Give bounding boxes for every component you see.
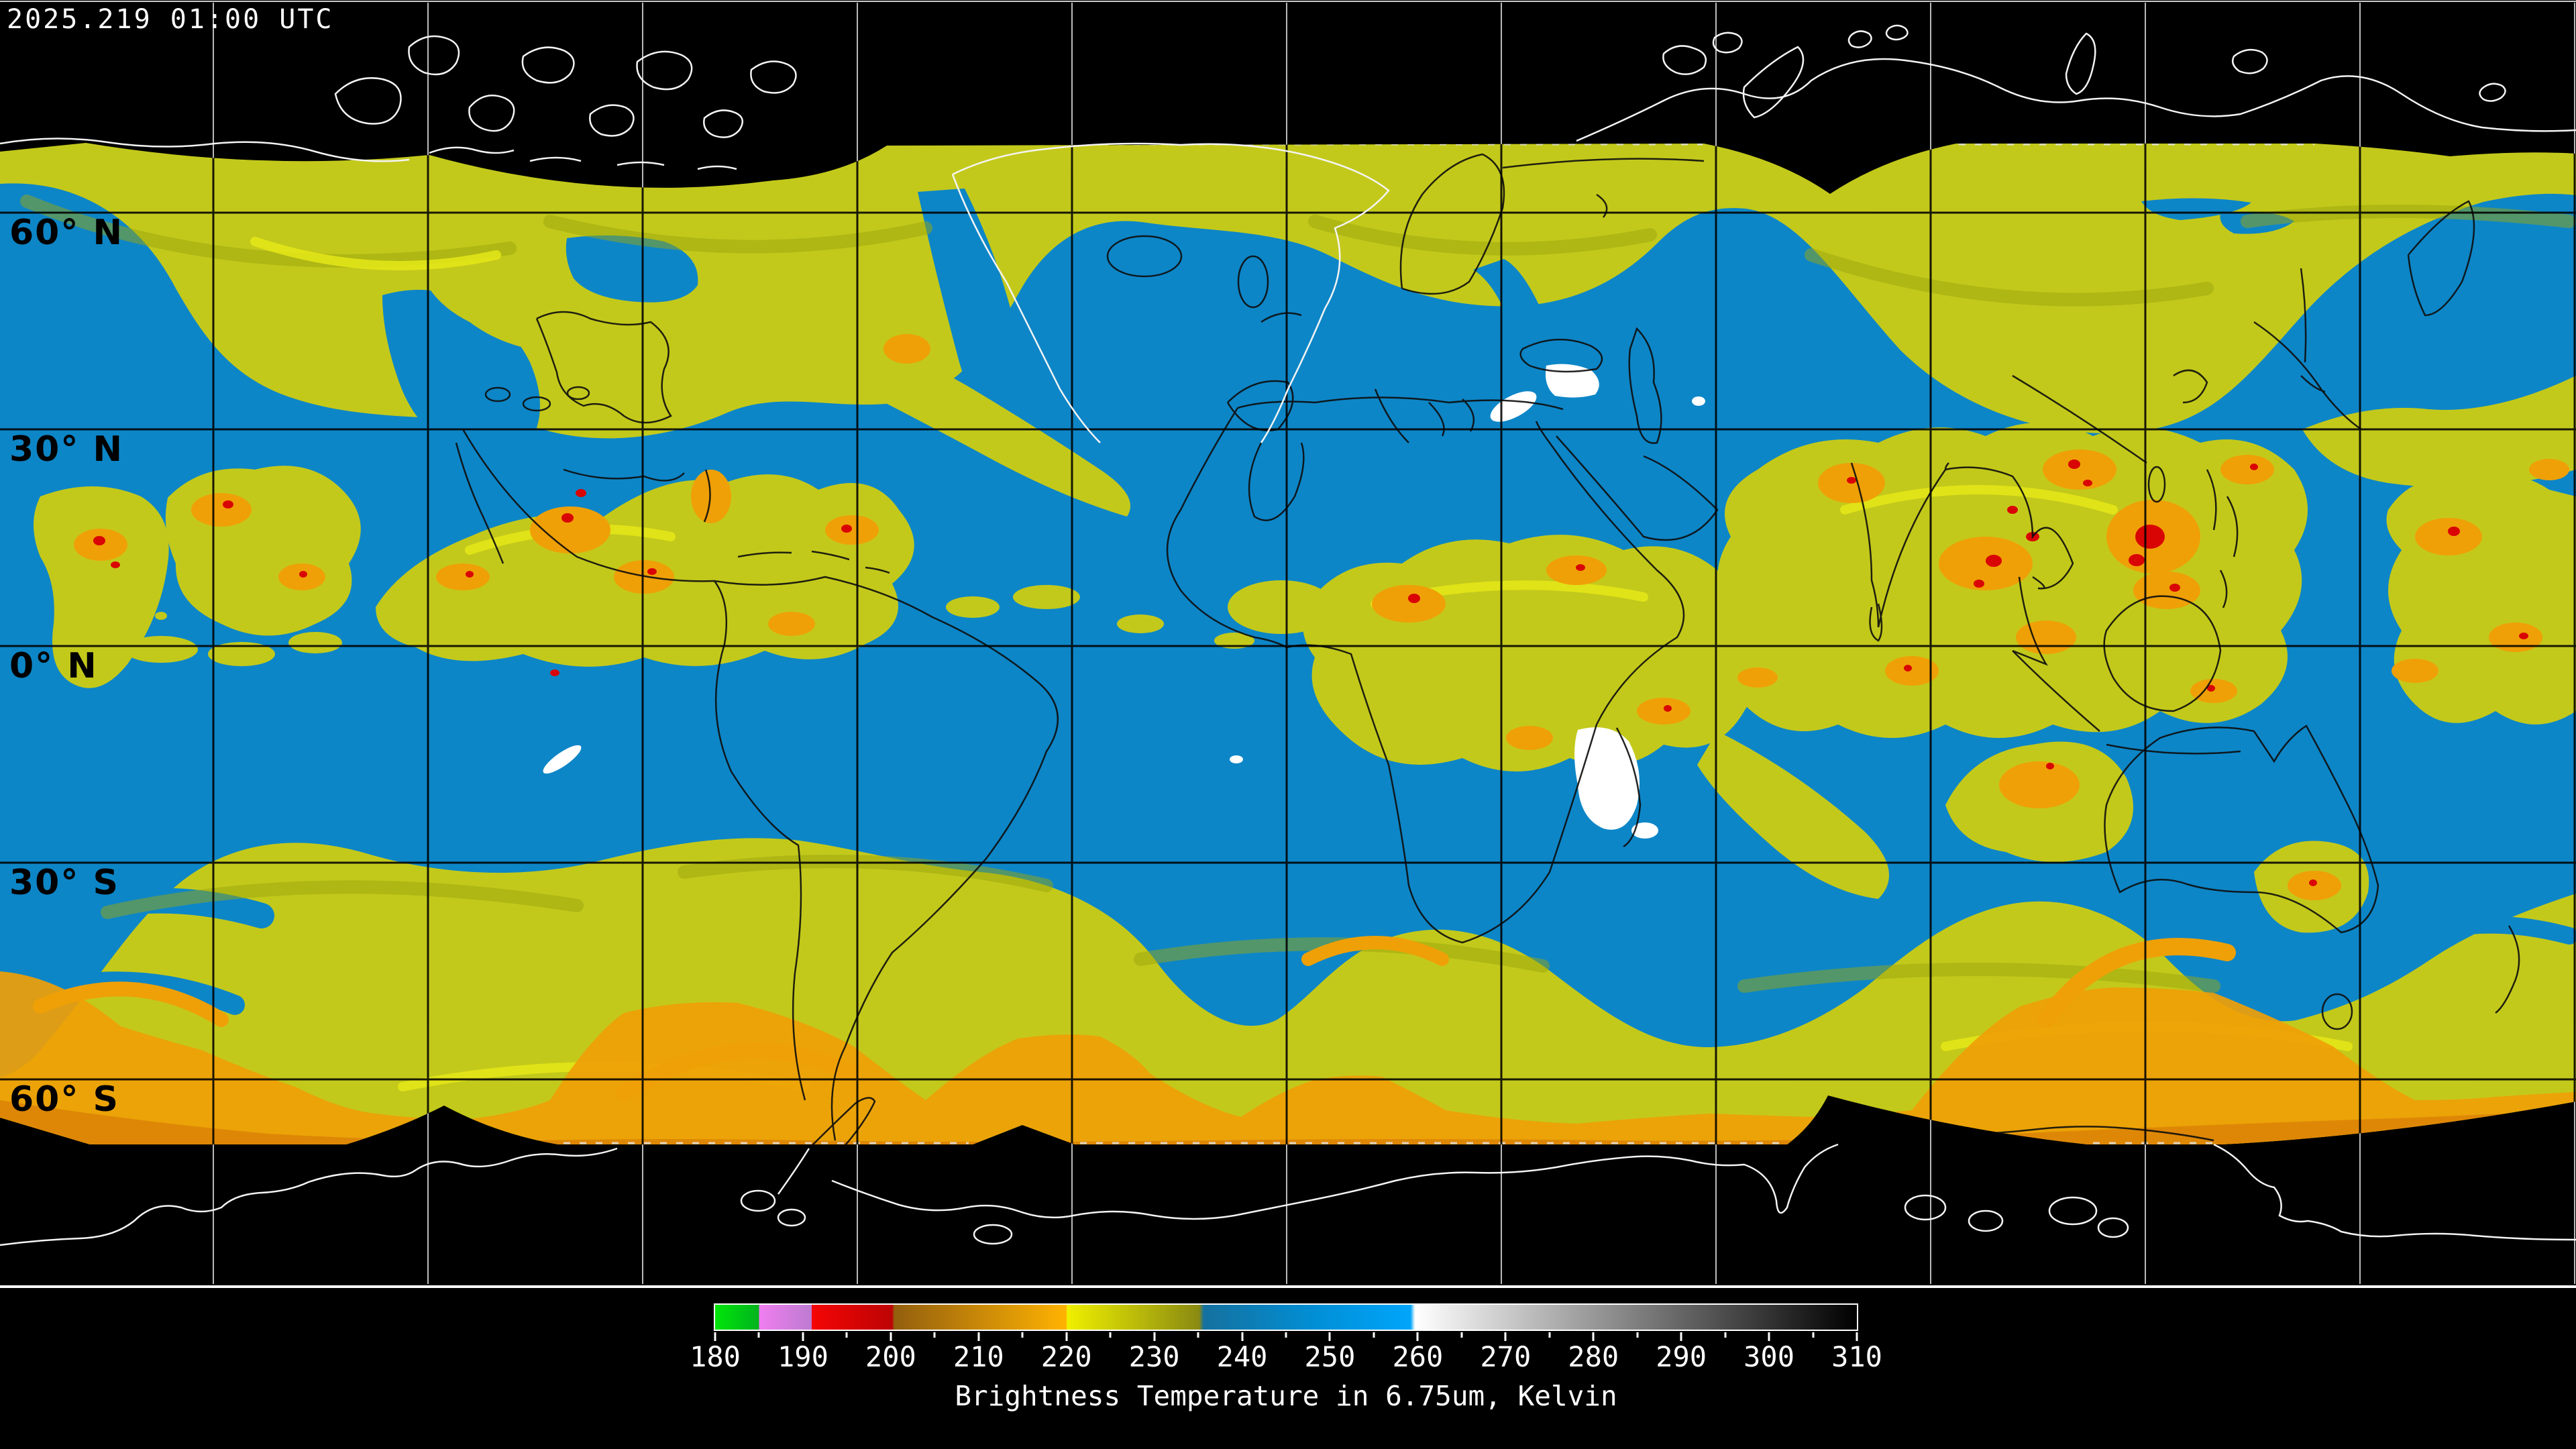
- colorbar-tick-label: 190: [777, 1340, 828, 1373]
- pacific-hook-cluster: [34, 486, 169, 688]
- colorbar-tick: [1109, 1332, 1112, 1338]
- greenland-coastline: [951, 142, 1390, 443]
- colorbar-tick-label: 220: [1040, 1340, 1092, 1373]
- colorbar-tick: [1153, 1332, 1156, 1341]
- npacific-streak: [2302, 376, 2576, 488]
- olive-texture-streaks: [20, 195, 2576, 993]
- colorbar-tick: [1460, 1332, 1463, 1338]
- hudson-bay-blue: [566, 235, 698, 303]
- colorbar-tick: [1416, 1332, 1419, 1341]
- colorbar-tick: [1680, 1332, 1682, 1341]
- deep-convection-cores: [93, 460, 2528, 886]
- colorbar-tick-label: 250: [1304, 1340, 1356, 1373]
- colorbar-tick-label: 180: [690, 1340, 741, 1373]
- lat-label-0n: 0° N: [9, 646, 98, 686]
- colorbar-tick: [714, 1332, 716, 1341]
- map-top-border: [0, 1, 2576, 2]
- colorbar-caption: Brightness Temperature in 6.75um, Kelvin: [955, 1380, 1617, 1412]
- colorbar-tick-label: 270: [1480, 1340, 1532, 1373]
- colorbar-tick: [933, 1332, 936, 1338]
- colorbar-tick-labels: 180 190 200 210 220 230 240 250 260 270 280 290 300 3…: [690, 1340, 1882, 1375]
- colorbar-tick: [1285, 1332, 1287, 1338]
- colorbar-ticks: [714, 1332, 1858, 1343]
- colorbar-tick-label: 280: [1568, 1340, 1619, 1373]
- colorbar-tick-label: 310: [1831, 1340, 1882, 1373]
- colorbar-tick: [1021, 1332, 1024, 1338]
- map-bottom-border: [0, 1285, 2576, 1288]
- antarctica-coastline: [0, 1143, 2576, 1246]
- colorbar-tick: [1241, 1332, 1244, 1341]
- arctic-islands: [1662, 24, 2506, 119]
- siberia-coastline: [1576, 58, 2576, 142]
- colorbar-tick: [1592, 1332, 1595, 1341]
- colorbar-tick: [1768, 1332, 1770, 1341]
- colorbar-tick: [1724, 1332, 1727, 1338]
- colorbar-tick: [977, 1332, 980, 1341]
- timestamp: 2025.219 01:00 UTC: [7, 4, 334, 35]
- lat-label-30s: 30° S: [9, 863, 119, 903]
- colorbar-tick: [802, 1332, 804, 1341]
- colorbar-tick-label: 240: [1216, 1340, 1268, 1373]
- colorbar-tick: [1812, 1332, 1815, 1338]
- colorbar-tick: [890, 1332, 892, 1341]
- colorbar-tick-label: 210: [953, 1340, 1004, 1373]
- colorbar-tick-label: 260: [1392, 1340, 1444, 1373]
- na-comma-cloud: [429, 286, 531, 349]
- colorbar-tick-label: 200: [865, 1340, 916, 1373]
- colorbar-tick-label: 300: [1743, 1340, 1794, 1373]
- arctic-coastline: [0, 35, 797, 170]
- colorbar-tick: [1065, 1332, 1068, 1341]
- colorbar-tick-label: 230: [1128, 1340, 1180, 1373]
- colorbar-tick: [1197, 1332, 1199, 1338]
- convective-orange-cores: [74, 334, 2569, 900]
- atlantic-streak-cloud: [818, 335, 1130, 517]
- gulf-of-alaska-blue: [16, 257, 100, 370]
- colorbar: [714, 1303, 1858, 1331]
- warm-surface-patches: [543, 364, 1705, 839]
- colorbar-tick: [845, 1332, 848, 1338]
- lat-label-30n: 30° N: [9, 429, 123, 470]
- grid-lines-dark: [0, 143, 2576, 1144]
- coastlines-white: [0, 24, 2576, 1246]
- coastlines-black: [455, 153, 2520, 1144]
- anatolia-white-patch: [1545, 364, 1599, 398]
- colorbar-tick-label: 290: [1656, 1340, 1707, 1373]
- lat-label-60n: 60° N: [9, 213, 123, 253]
- colorbar-tick: [1548, 1332, 1551, 1338]
- davis-strait-blue: [918, 189, 1020, 436]
- colorbar-tick: [1373, 1332, 1375, 1338]
- colorbar-tick: [757, 1332, 760, 1338]
- colorbar-tick: [1856, 1332, 1858, 1341]
- colorbar-tick: [1636, 1332, 1639, 1338]
- spacific-white-sliver: [543, 745, 582, 774]
- siberia-blue-sliver: [2141, 198, 2251, 220]
- lat-label-60s: 60° S: [9, 1079, 119, 1120]
- africa-tail-cluster: [1697, 731, 1889, 899]
- madagascar-white: [1574, 727, 1640, 830]
- colorbar-tick: [1504, 1332, 1507, 1341]
- wpacific-cluster: [2386, 474, 2576, 724]
- colorbar-tick: [1328, 1332, 1331, 1341]
